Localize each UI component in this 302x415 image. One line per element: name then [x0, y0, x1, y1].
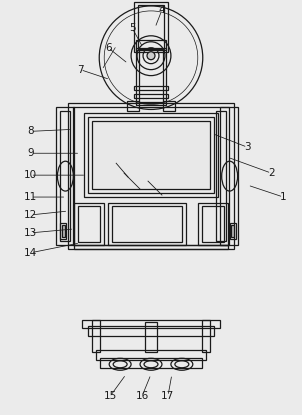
Bar [68, 103, 234, 249]
Bar [60, 223, 66, 239]
Bar [138, 5, 164, 49]
Text: 3: 3 [244, 142, 251, 152]
Bar [56, 107, 74, 245]
Bar [163, 102, 175, 112]
Text: 12: 12 [24, 210, 37, 220]
Bar [84, 113, 218, 197]
Bar [63, 225, 66, 237]
Text: 11: 11 [24, 192, 37, 202]
Text: 9: 9 [27, 148, 34, 158]
Bar [134, 2, 168, 52]
Text: 8: 8 [27, 126, 34, 137]
Bar [198, 203, 228, 245]
Bar [78, 206, 100, 242]
Bar [139, 49, 163, 103]
Bar [74, 203, 104, 245]
Bar [92, 320, 100, 352]
Bar [202, 320, 210, 352]
Bar [82, 320, 220, 328]
Bar [60, 112, 70, 241]
Bar [74, 245, 228, 249]
Text: 5: 5 [129, 23, 135, 33]
Text: 2: 2 [268, 168, 275, 178]
Text: 6: 6 [105, 43, 111, 53]
Bar [136, 48, 166, 105]
Bar [127, 102, 139, 112]
Bar [73, 107, 229, 245]
Bar [92, 122, 210, 189]
Text: 14: 14 [24, 248, 37, 258]
Bar [202, 206, 224, 242]
Bar [216, 112, 226, 241]
Text: 10: 10 [24, 170, 37, 180]
Text: 1: 1 [280, 192, 287, 202]
Bar [108, 203, 186, 245]
Bar [88, 327, 214, 337]
Bar [112, 206, 182, 242]
Text: 15: 15 [104, 391, 117, 401]
Bar [220, 107, 238, 245]
Bar [100, 358, 202, 368]
Text: 17: 17 [161, 391, 175, 401]
Bar [96, 350, 206, 360]
Text: 13: 13 [24, 228, 37, 238]
Text: 4: 4 [159, 5, 165, 15]
Text: 16: 16 [135, 391, 149, 401]
Bar [230, 223, 236, 239]
Bar [134, 93, 168, 98]
Bar [136, 40, 166, 50]
Bar [231, 225, 234, 237]
Text: 7: 7 [77, 65, 84, 75]
Circle shape [147, 52, 155, 60]
Bar [134, 85, 168, 90]
Bar [88, 117, 214, 193]
Bar [145, 322, 157, 352]
